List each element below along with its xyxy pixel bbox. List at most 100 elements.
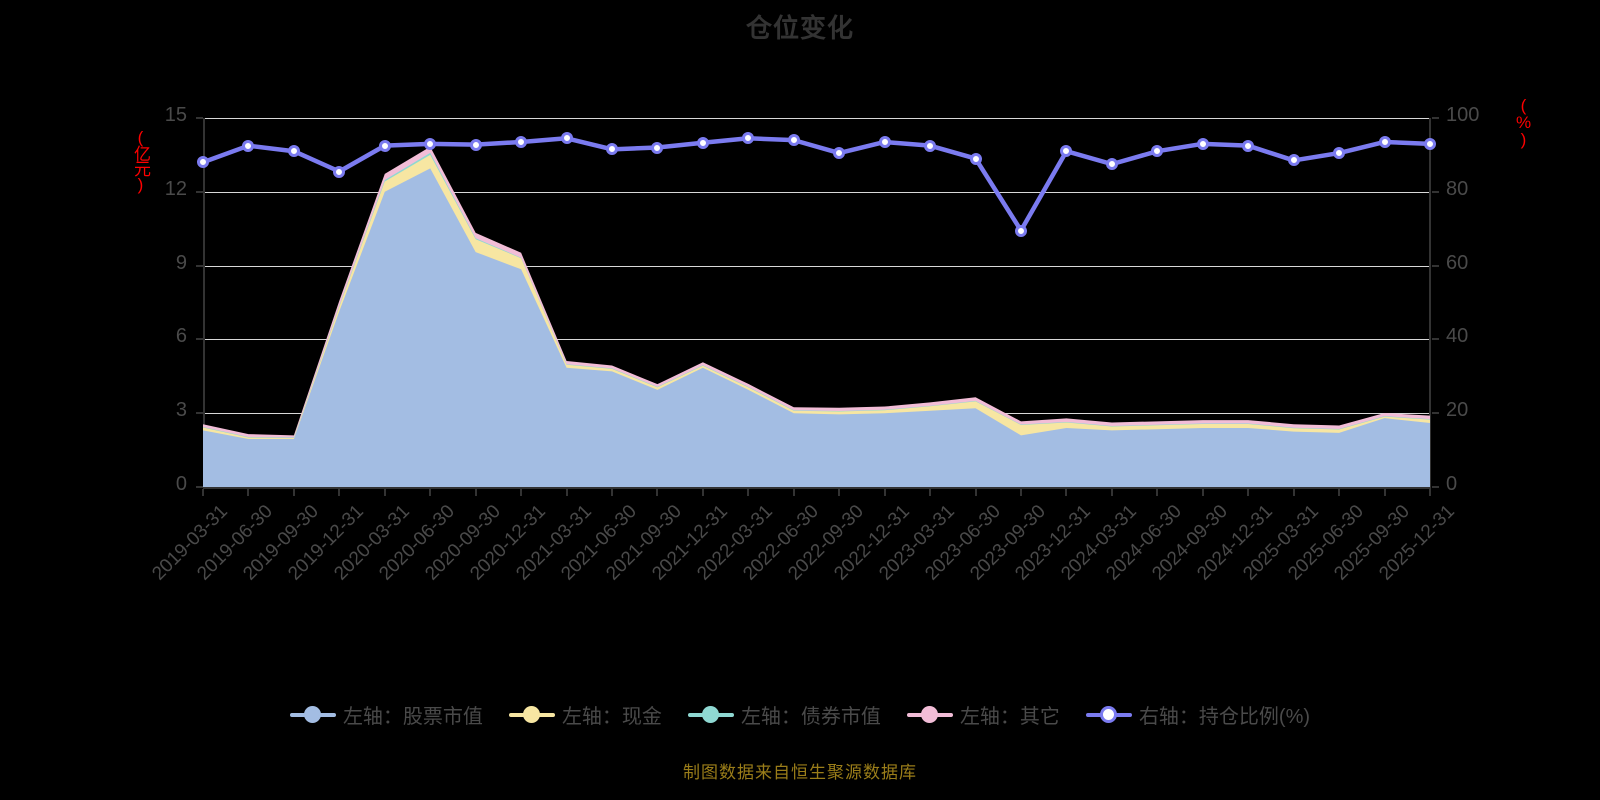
ratio-data-point [287,145,300,158]
x-axis-tickmark [701,489,704,496]
ratio-data-point [424,137,437,150]
gridline [203,191,1430,193]
x-axis-tickmark [1065,489,1068,496]
ratio-data-point [1196,137,1209,150]
ratio-data-point [606,143,618,156]
x-axis-tickmark [202,489,204,496]
right-axis-unit-label: (%) [1514,96,1533,147]
ratio-data-point [1242,139,1255,152]
legend-label: 右轴：持仓比例(%) [1138,706,1311,728]
left-axis-tickmark [196,486,203,488]
area-1 [203,168,1430,487]
legend-item-1[interactable]: 左轴：股票市值 [289,700,483,729]
x-axis-tickmark [883,489,886,496]
legend-marker-icon [1085,706,1132,724]
legend-marker-icon [508,706,555,724]
right-axis-tickmark [1432,486,1439,488]
x-axis-tickmark [838,489,841,496]
ratio-data-point [924,139,937,152]
left-axis-tickmark [196,117,203,119]
x-axis-tickmark [1247,489,1250,496]
ratio-data-point [1378,135,1391,148]
legend-marker-icon [687,706,734,724]
right-axis-tickmark [1432,264,1439,267]
ratio-data-point [1151,145,1164,158]
legend-label: 左轴：股票市值 [342,706,483,728]
x-axis-tickmark [611,489,613,496]
x-axis-tickmark [656,489,659,496]
gridline [203,118,1430,119]
x-axis-tickmark [1156,489,1159,496]
ratio-data-point [515,135,528,148]
left-axis-tick-label: 6 [175,325,187,348]
ratio-data-point [242,139,255,152]
right-axis-tickmark [1432,190,1439,193]
ratio-data-point [696,136,709,149]
ratio-data-point [651,141,664,154]
left-axis-tickmark [196,190,203,193]
right-axis-tick-label: 60 [1446,251,1469,274]
x-axis-tickmark [1201,489,1204,496]
ratio-data-point [742,132,755,145]
legend-item-3[interactable]: 左轴：债券市值 [687,700,881,729]
x-axis-tickmark [1338,489,1341,496]
x-axis-tickmark [565,489,568,496]
legend: 左轴：股票市值 左轴：现金 左轴：债券市值 左轴：其它 右轴：持仓比例(%) [0,700,1600,729]
x-axis-tickmark [292,489,295,496]
right-axis-tickmark [1432,117,1439,119]
ratio-data-point [378,139,391,152]
legend-item-2[interactable]: 左轴：现金 [508,700,662,729]
x-axis-tickmark [383,489,386,496]
ratio-data-point [787,134,800,147]
plot-area [203,118,1430,487]
x-axis-tickmark [338,489,341,496]
ratio-data-point [969,152,982,165]
x-axis-tickmark [1429,489,1431,496]
left-axis-tickmark [196,264,203,267]
ratio-data-point [1287,154,1300,167]
x-axis-tickmark [247,489,250,496]
right-axis-line [1429,118,1431,488]
legend-item-5[interactable]: 右轴：持仓比例(%) [1085,700,1311,729]
right-axis-tickmark [1432,338,1439,341]
x-axis-tickmark [929,489,932,496]
left-axis-tick-label: 0 [175,473,187,495]
left-axis-tick-label: 12 [164,177,187,200]
right-axis-tick-label: 80 [1446,177,1469,200]
legend-marker-icon [906,706,953,724]
left-axis-tick-label: 15 [164,104,187,126]
legend-item-4[interactable]: 左轴：其它 [906,700,1060,729]
x-axis-tickmark [429,489,432,496]
right-axis-tick-label: 20 [1446,399,1469,422]
ratio-data-point [878,135,891,148]
ratio-data-point [833,147,846,160]
ratio-data-point [333,165,346,178]
ratio-data-point [1060,145,1073,158]
ratio-data-point [1333,147,1346,160]
left-axis-tickmark [196,412,203,415]
right-axis-tick-label: 40 [1446,325,1469,348]
page-title: 仓位变化 [745,13,854,43]
x-axis-tickmark [1020,489,1022,496]
x-axis-tickmark [747,489,750,496]
gridline [203,339,1430,341]
x-axis-tickmark [474,489,477,496]
ratio-data-point [1105,158,1118,171]
legend-label: 左轴：债券市值 [740,706,881,728]
legend-marker-icon [289,706,336,724]
x-axis-tickmark [1110,489,1113,496]
left-axis-tick-label: 9 [175,251,187,274]
x-axis-tickmark [974,489,977,496]
x-axis-tickmark [1292,489,1295,496]
ratio-data-point [469,138,482,151]
left-axis-line [203,118,205,488]
x-axis-tickmark [792,489,795,496]
right-axis-tick-label: 100 [1446,104,1480,126]
ratio-data-point [197,156,209,169]
x-axis-tickmark [520,489,523,496]
x-axis-tickmark [1383,489,1386,496]
left-axis-tick-label: 3 [175,399,187,422]
footer-note: 制图数据来自恒生聚源数据库 [683,763,917,782]
ratio-data-point [560,132,573,145]
